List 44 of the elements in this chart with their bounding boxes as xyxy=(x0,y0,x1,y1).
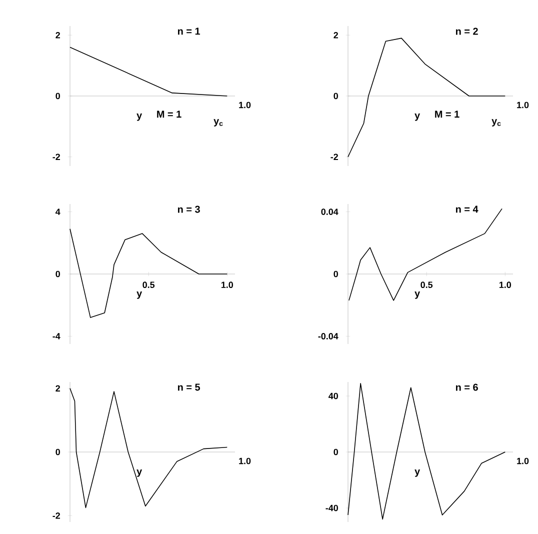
annotation: y$_{c}$ xyxy=(492,119,501,126)
chart-title: n = 4 xyxy=(456,206,478,213)
x-axis-title: y xyxy=(136,470,142,477)
chart-title: n = 6 xyxy=(456,384,478,391)
annotation: M = 1 xyxy=(157,110,182,118)
x-axis-title: y xyxy=(136,114,142,121)
y-tick-label: 0 xyxy=(56,92,60,100)
text: 1.0 xyxy=(517,458,529,464)
text: 1.0 xyxy=(517,102,529,108)
chart-title: n = 2 xyxy=(456,28,478,35)
line-series xyxy=(348,38,506,158)
x-tick-label: 0.5 xyxy=(142,282,155,288)
y-tick-label: 0 xyxy=(334,92,338,100)
x-axis-title: y xyxy=(414,292,420,299)
x-tick-label: 1.0 xyxy=(499,282,512,288)
x-tick-label: 0.5 xyxy=(420,282,433,288)
y-tick-label: 0 xyxy=(56,270,60,278)
y-tick-label: -0.04 xyxy=(318,333,338,340)
x-axis-title: y xyxy=(414,114,420,121)
line-series xyxy=(348,383,506,520)
y-tick-label: 0 xyxy=(334,448,338,456)
text: 1.0 xyxy=(239,458,251,464)
y-tick-label: 2 xyxy=(56,385,60,392)
y-tick-label: 2 xyxy=(56,32,60,38)
y-tick-label: 40 xyxy=(328,392,338,400)
annotation: y$_{c}$ xyxy=(214,119,223,126)
y-tick-label: -2 xyxy=(52,154,60,160)
chart-title: n = 1 xyxy=(178,28,200,35)
y-tick-label: 4 xyxy=(56,208,60,215)
x-tick-label: 1.0 xyxy=(221,282,234,288)
y-tick-label: -2 xyxy=(52,512,60,519)
y-tick-label: -2 xyxy=(330,154,338,160)
chart-title: n = 5 xyxy=(178,384,200,391)
chart-title: n = 3 xyxy=(178,206,200,213)
y-tick-label: -40 xyxy=(326,504,338,512)
y-tick-label: 2 xyxy=(334,32,338,38)
x-axis-title: y xyxy=(136,292,142,299)
text: 1.0 xyxy=(239,102,251,108)
y-tick-label: 0 xyxy=(334,270,338,278)
y-tick-label: 0.04 xyxy=(321,208,338,215)
x-axis-title: y xyxy=(414,470,420,477)
annotation: M = 1 xyxy=(435,110,460,118)
y-tick-label: 0 xyxy=(56,448,60,456)
y-tick-label: -4 xyxy=(52,333,60,340)
